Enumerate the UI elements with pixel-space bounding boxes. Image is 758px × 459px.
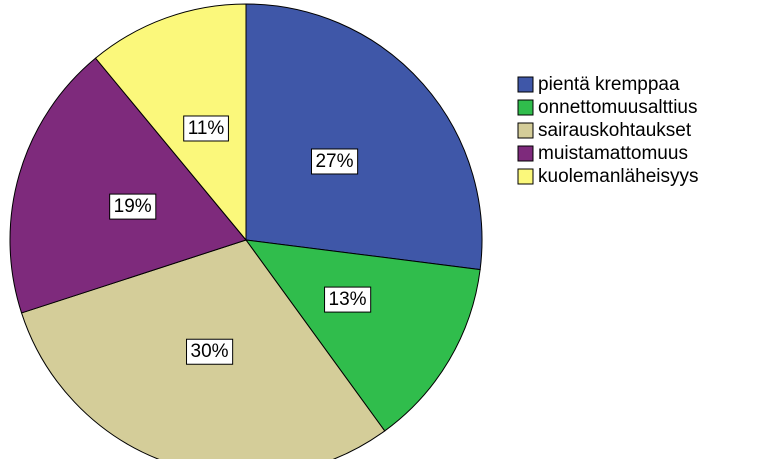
legend-swatch	[517, 99, 534, 116]
legend-label: sairauskohtaukset	[538, 120, 692, 141]
pie-slice	[9, 57, 247, 314]
label-box	[186, 338, 234, 365]
label-box	[310, 148, 359, 175]
data-label: 19%	[114, 196, 152, 217]
pie-slice	[245, 3, 483, 271]
pie-slice	[94, 3, 247, 242]
legend-label: pientä kremppaa	[538, 74, 680, 95]
label-box	[324, 286, 372, 313]
legend-swatch	[517, 76, 534, 93]
legend-swatch	[517, 145, 534, 162]
pie-slice	[244, 239, 481, 432]
legend-swatch	[517, 168, 534, 185]
label-box	[109, 193, 157, 220]
legend-label: kuolemanläheisyys	[538, 166, 699, 187]
legend-label: onnettomuusalttius	[538, 97, 698, 118]
label-box	[183, 115, 229, 142]
data-label: 27%	[315, 151, 353, 172]
data-label: 13%	[329, 289, 367, 310]
legend-label: muistamattomuus	[538, 143, 688, 164]
data-label: 11%	[188, 118, 225, 139]
legend-swatch	[517, 122, 534, 139]
data-label: 30%	[191, 341, 229, 362]
